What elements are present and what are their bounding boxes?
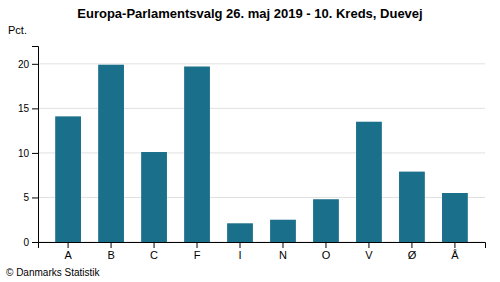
x-tick-mark [68,242,69,248]
x-tick: B [107,242,114,261]
y-tick-label: 15 [18,103,30,114]
chart-container: Europa-Parlamentsvalg 26. maj 2019 - 10.… [0,0,500,282]
y-tick: 20 [18,59,38,70]
x-tick: O [322,242,331,261]
x-tick-mark [368,242,369,248]
x-tick-label: Ø [408,249,417,261]
x-tick: C [150,242,158,261]
y-tick-label: 10 [18,148,30,159]
footer: © Danmarks Statistik [6,267,101,278]
x-tick: I [238,242,241,261]
x-tick-mark [240,242,241,248]
bar [356,122,382,242]
x-tick-mark [111,242,112,248]
bar [141,152,167,242]
x-tick-label: I [238,249,241,261]
x-tick-mark [154,242,155,248]
x-tick-mark [197,242,198,248]
y-tick-mark [32,197,38,198]
y-tick: 5 [23,192,38,203]
y-label: Pct. [8,24,27,36]
y-tick-mark [32,242,38,243]
grid [38,64,485,242]
x-tick-mark [411,242,412,248]
x-tick-label: B [107,249,114,261]
x-tick-mark [454,242,455,248]
x-tick-label: V [365,249,373,261]
y-tick: 0 [23,237,38,248]
x-tick-label: F [194,249,201,261]
x-tick-mark [325,242,326,248]
bar [270,220,296,242]
x-tick-mark [282,242,283,248]
y-tick-mark [32,153,38,154]
bar [399,172,425,242]
y-tick-label: 0 [23,237,29,248]
x-tick: Ø [408,242,417,261]
x-tick-label: Å [451,249,459,261]
bar [313,199,339,242]
y-axis-line [32,47,39,243]
bar [442,193,468,242]
y-tick-label: 20 [18,59,30,70]
y-tick: 15 [18,103,38,114]
grid-line [38,63,485,64]
x-axis: ABCFINOVØÅ [39,242,486,261]
x-tick-label: A [64,249,72,261]
x-tick-label: C [150,249,158,261]
x-tick: N [279,242,287,261]
x-axis-line [39,243,486,249]
y-axis: 0 5 10 15 20 [18,47,39,248]
y-tick-label: 5 [23,192,29,203]
plot-area: 0 5 10 15 20 A B C F I N O V Ø Å [18,47,486,261]
x-tick: V [365,242,373,261]
bar [98,65,124,242]
x-tick-label: N [279,249,287,261]
y-tick-mark [32,64,38,65]
x-tick-label: O [322,249,331,261]
title: Europa-Parlamentsvalg 26. maj 2019 - 10.… [77,6,422,21]
bar [184,66,210,242]
bars [55,65,468,242]
y-tick: 10 [18,148,38,159]
x-tick: A [64,242,72,261]
bar [227,223,253,242]
bar [55,116,81,242]
x-tick: Å [451,242,459,261]
x-tick: F [194,242,201,261]
y-tick-mark [32,108,38,109]
chart-svg: Europa-Parlamentsvalg 26. maj 2019 - 10.… [0,0,500,282]
